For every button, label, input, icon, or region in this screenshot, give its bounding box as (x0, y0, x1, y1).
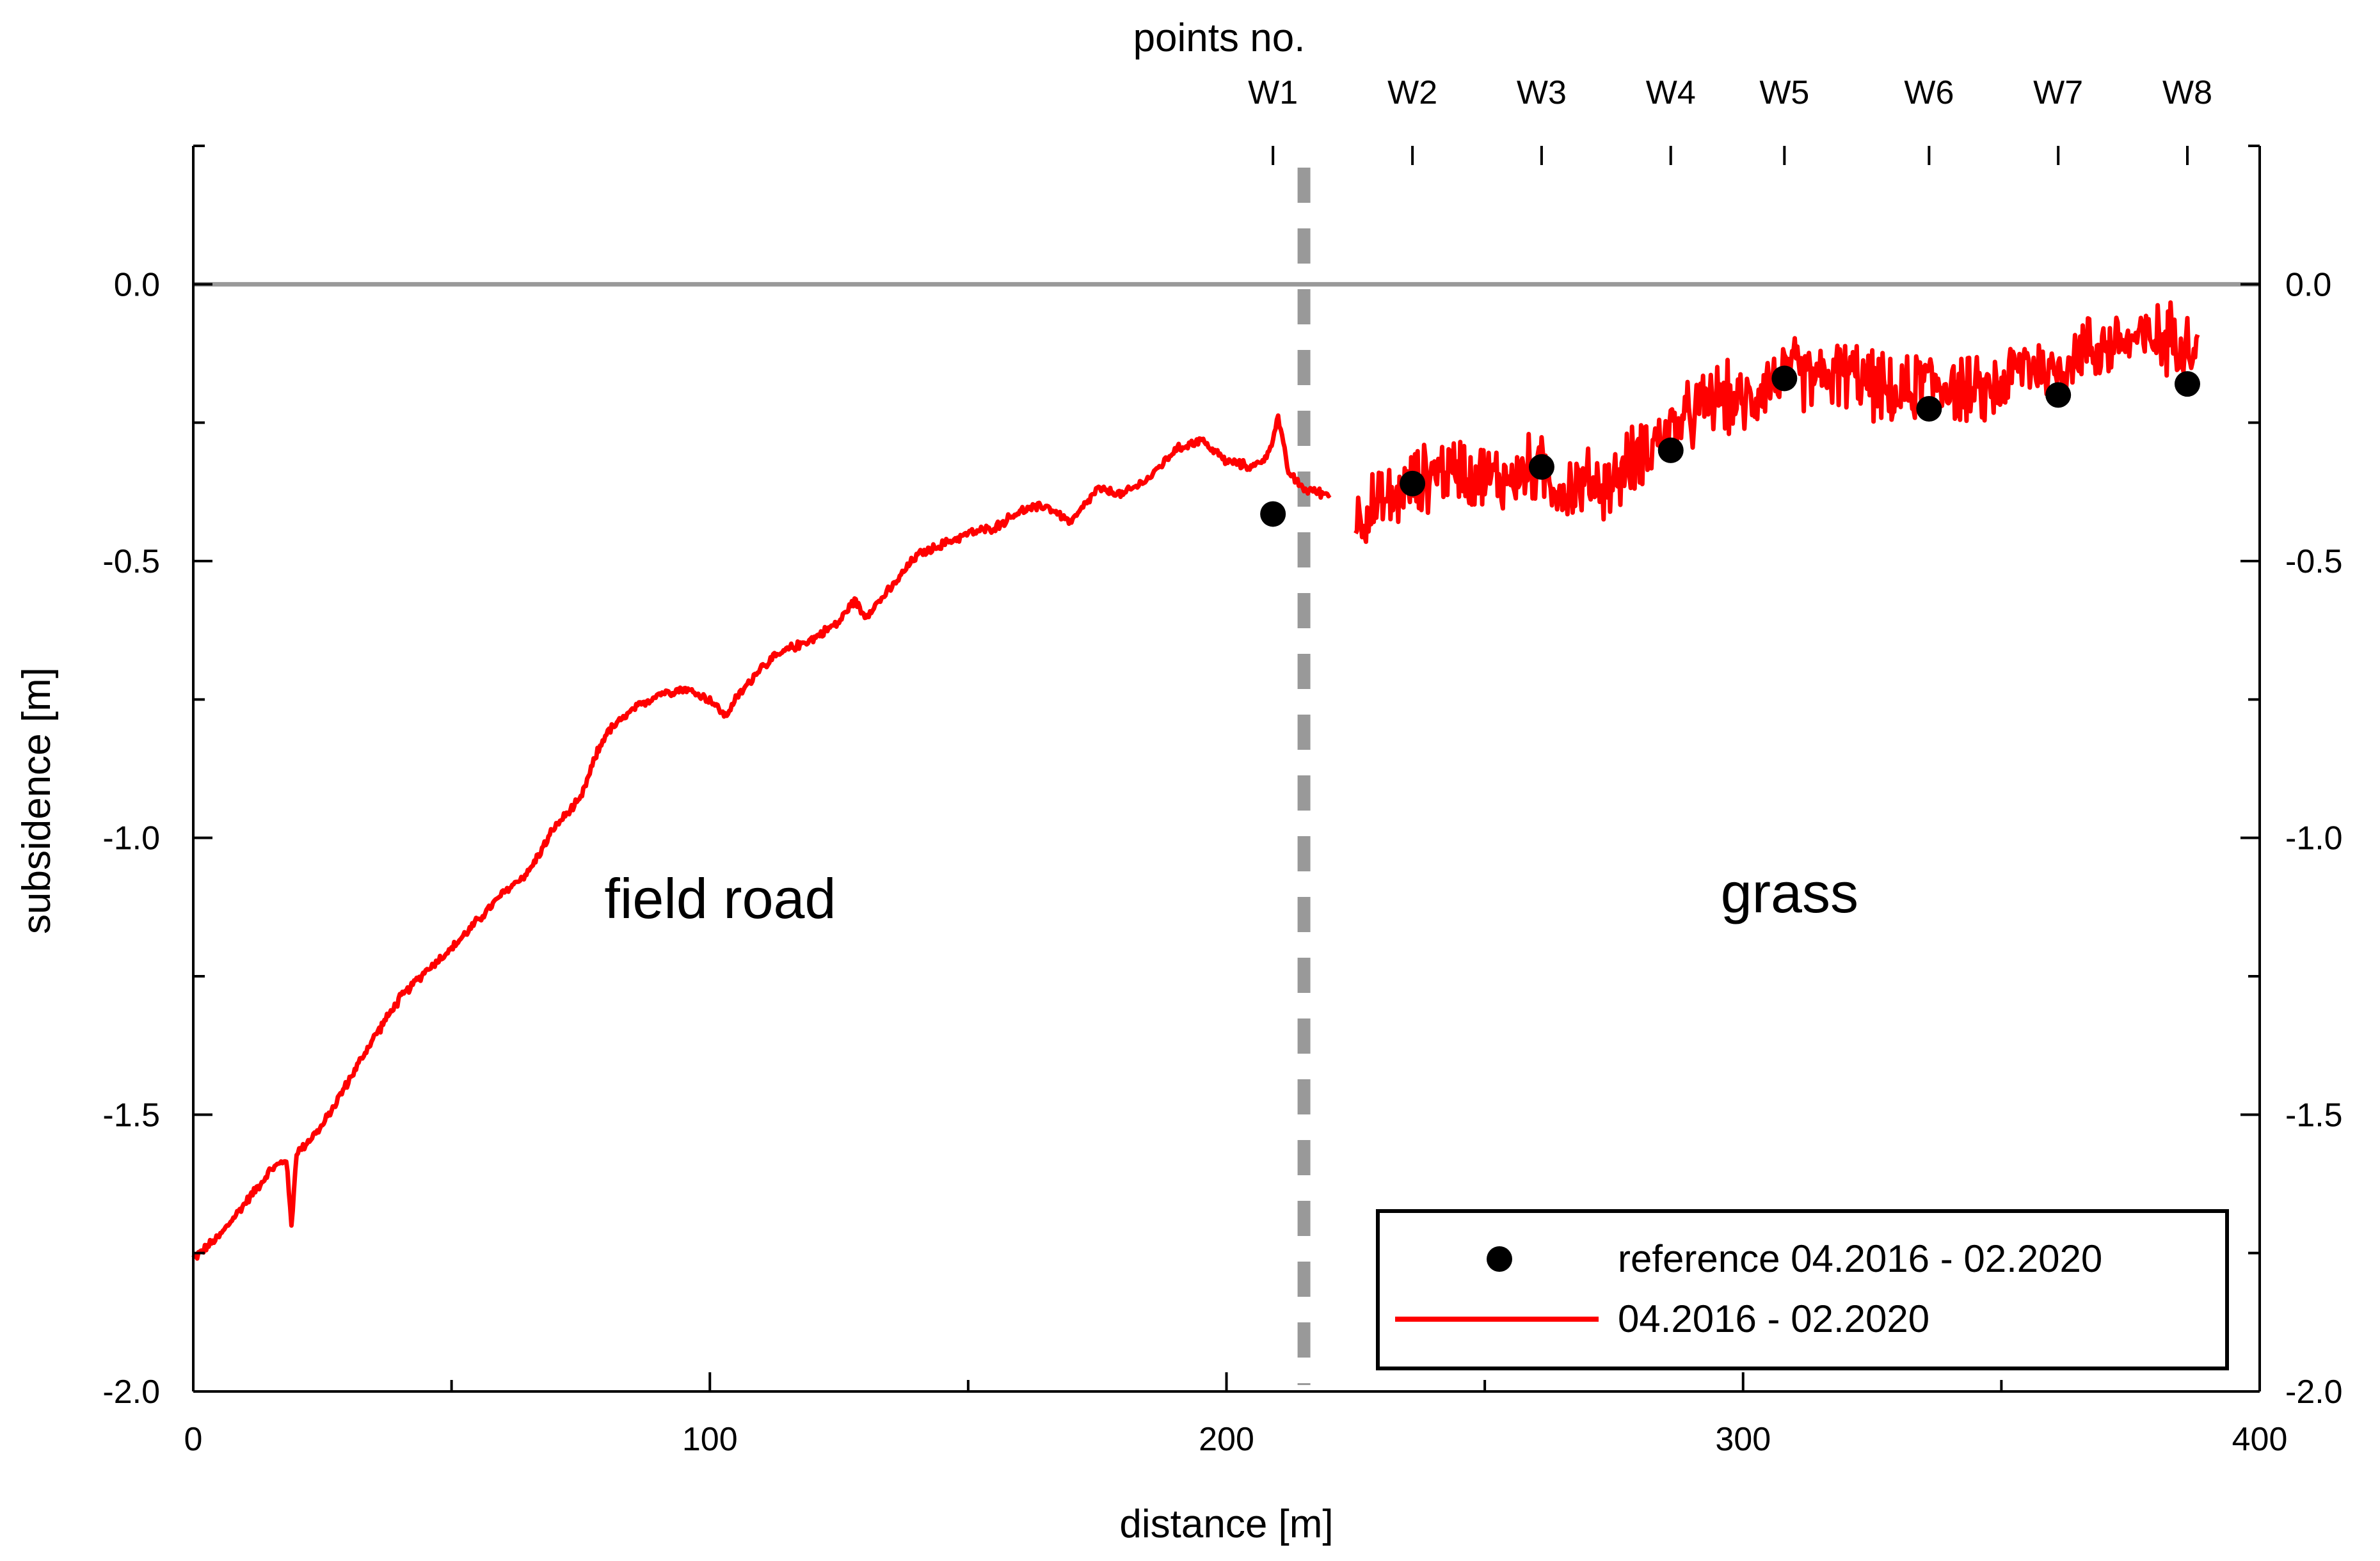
series-layer (191, 300, 2200, 1261)
y-right-tick-label: -2.0 (2285, 1374, 2343, 1411)
axes (192, 145, 2261, 1393)
top-point-label-w6: W6 (1904, 74, 1954, 111)
region-label-grass: grass (1721, 861, 1858, 924)
profile-line-segment-2 (1354, 300, 2200, 544)
top-point-label-w2: W2 (1387, 74, 1437, 111)
top-point-label-w7: W7 (2033, 74, 2083, 111)
reference-lines (193, 168, 2260, 1385)
legend-label-reference: reference 04.2016 - 02.2020 (1618, 1237, 2102, 1280)
y-right-tick-label: -1.0 (2285, 820, 2343, 857)
top-point-label-w3: W3 (1517, 74, 1567, 111)
top-axis-title: points no. (1133, 16, 1306, 60)
legend-box (1376, 1209, 2229, 1370)
x-tick-label: 0 (184, 1421, 203, 1458)
y-left-tick-label: -1.5 (102, 1097, 160, 1134)
y-right-tick-label: -0.5 (2285, 543, 2343, 580)
region-label-field-road: field road (604, 867, 836, 930)
x-axis-title: distance [m] (1119, 1502, 1333, 1546)
legend-marker-reference (1487, 1246, 1512, 1272)
x-tick-label: 200 (1199, 1421, 1254, 1458)
y-left-tick-label: 0.0 (114, 266, 160, 303)
y-left-tick-label: -1.0 (102, 820, 160, 857)
profile-line-segment-1 (191, 413, 1332, 1261)
labels: 0 100 200 300 400 0.0 0.0 -0.5 -0.5 -1.0 -1.0 -1.5 -… (15, 16, 2343, 1546)
legend: reference 04.2016 - 02.2020 04.2016 - 02.… (1376, 1209, 2229, 1370)
y-left-tick-label: -0.5 (102, 543, 160, 580)
x-tick-label: 100 (682, 1421, 738, 1458)
top-point-label-w1: W1 (1248, 74, 1298, 111)
top-point-label-w4: W4 (1646, 74, 1696, 111)
reference-point-w3 (1528, 454, 1554, 480)
reference-point-w1 (1260, 501, 1286, 527)
reference-point-w2 (1400, 470, 1426, 496)
x-tick-label: 400 (2232, 1421, 2288, 1458)
x-tick-label: 300 (1715, 1421, 1771, 1458)
reference-point-w8 (2174, 371, 2200, 397)
reference-point-w7 (2045, 382, 2072, 408)
legend-label-profile: 04.2016 - 02.2020 (1618, 1297, 1929, 1340)
top-point-label-w8: W8 (2162, 74, 2212, 111)
reference-point-w4 (1657, 437, 1684, 463)
y-left-tick-label: -2.0 (102, 1374, 160, 1411)
top-point-label-w5: W5 (1759, 74, 1809, 111)
y-axis-title: subsidence [m] (15, 667, 59, 934)
reference-point-w6 (1916, 396, 1942, 422)
y-right-tick-label: 0.0 (2285, 266, 2331, 303)
y-right-tick-label: -1.5 (2285, 1097, 2343, 1134)
reference-point-w5 (1771, 365, 1798, 392)
